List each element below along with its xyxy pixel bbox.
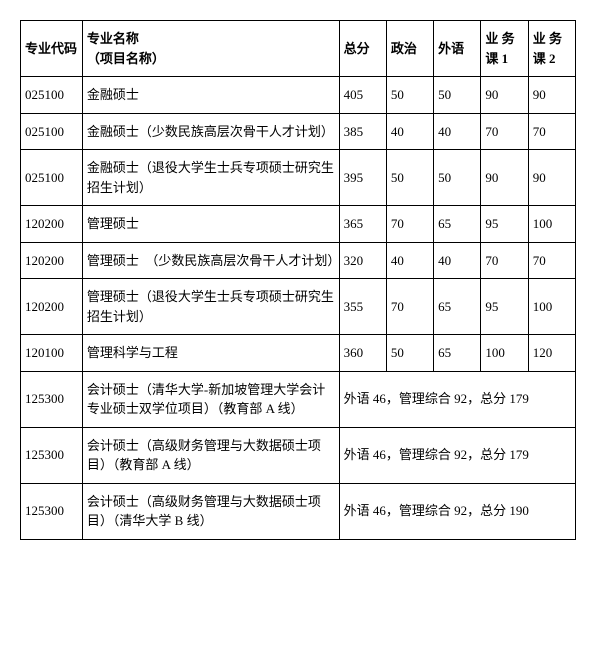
cell-foreign: 65: [434, 335, 481, 372]
header-course1-line2: 课 1: [485, 49, 523, 69]
cell-code: 025100: [21, 113, 83, 150]
header-course2-line1: 业 务: [533, 29, 571, 49]
cell-code: 025100: [21, 77, 83, 114]
cell-course2: 90: [528, 77, 575, 114]
cell-course1: 70: [481, 242, 528, 279]
cell-merged-scores: 外语 46，管理综合 92，总分 179: [339, 371, 575, 427]
header-code: 专业代码: [21, 21, 83, 77]
cell-course2: 120: [528, 335, 575, 372]
cell-politics: 40: [386, 242, 433, 279]
cell-foreign: 65: [434, 206, 481, 243]
cell-name: 管理硕士: [82, 206, 339, 243]
cell-code: 120200: [21, 242, 83, 279]
cell-name: 会计硕士（高级财务管理与大数据硕士项目）（清华大学 B 线）: [82, 483, 339, 539]
cell-foreign: 65: [434, 279, 481, 335]
table-row: 120100管理科学与工程3605065100120: [21, 335, 576, 372]
cell-code: 120200: [21, 279, 83, 335]
cell-name: 会计硕士（清华大学-新加坡管理大学会计专业硕士双学位项目）（教育部 A 线）: [82, 371, 339, 427]
table-row: 125300会计硕士（清华大学-新加坡管理大学会计专业硕士双学位项目）（教育部 …: [21, 371, 576, 427]
header-course1: 业 务 课 1: [481, 21, 528, 77]
header-name: 专业名称 （项目名称）: [82, 21, 339, 77]
cell-politics: 50: [386, 150, 433, 206]
score-table: 专业代码 专业名称 （项目名称） 总分 政治 外语 业 务 课 1 业 务 课 …: [20, 20, 576, 540]
table-row: 025100金融硕士40550509090: [21, 77, 576, 114]
cell-course1: 95: [481, 279, 528, 335]
cell-name: 金融硕士: [82, 77, 339, 114]
cell-course1: 95: [481, 206, 528, 243]
header-foreign: 外语: [434, 21, 481, 77]
table-body: 025100金融硕士40550509090025100金融硕士（少数民族高层次骨…: [21, 77, 576, 540]
cell-total: 320: [339, 242, 386, 279]
cell-code: 125300: [21, 483, 83, 539]
cell-code: 025100: [21, 150, 83, 206]
cell-total: 365: [339, 206, 386, 243]
cell-course1: 100: [481, 335, 528, 372]
header-politics: 政治: [386, 21, 433, 77]
cell-politics: 40: [386, 113, 433, 150]
cell-total: 360: [339, 335, 386, 372]
cell-merged-scores: 外语 46，管理综合 92，总分 179: [339, 427, 575, 483]
cell-name: 金融硕士（退役大学生士兵专项硕士研究生招生计划）: [82, 150, 339, 206]
cell-code: 120100: [21, 335, 83, 372]
cell-name: 管理硕士（退役大学生士兵专项硕士研究生招生计划）: [82, 279, 339, 335]
table-row: 125300会计硕士（高级财务管理与大数据硕士项目）（教育部 A 线）外语 46…: [21, 427, 576, 483]
cell-merged-scores: 外语 46，管理综合 92，总分 190: [339, 483, 575, 539]
table-header-row: 专业代码 专业名称 （项目名称） 总分 政治 外语 业 务 课 1 业 务 课 …: [21, 21, 576, 77]
cell-politics: 70: [386, 206, 433, 243]
table-row: 025100金融硕士（少数民族高层次骨干人才计划）38540407070: [21, 113, 576, 150]
header-course1-line1: 业 务: [485, 29, 523, 49]
header-course2: 业 务 课 2: [528, 21, 575, 77]
cell-total: 405: [339, 77, 386, 114]
cell-course1: 90: [481, 150, 528, 206]
cell-course1: 90: [481, 77, 528, 114]
cell-code: 125300: [21, 427, 83, 483]
cell-foreign: 50: [434, 77, 481, 114]
table-row: 120200管理硕士（退役大学生士兵专项硕士研究生招生计划）3557065951…: [21, 279, 576, 335]
header-course2-line2: 课 2: [533, 49, 571, 69]
cell-code: 120200: [21, 206, 83, 243]
cell-name: 会计硕士（高级财务管理与大数据硕士项目）（教育部 A 线）: [82, 427, 339, 483]
cell-course2: 90: [528, 150, 575, 206]
cell-course2: 100: [528, 279, 575, 335]
cell-politics: 50: [386, 335, 433, 372]
cell-name: 管理硕士 （少数民族高层次骨干人才计划）: [82, 242, 339, 279]
table-row: 025100金融硕士（退役大学生士兵专项硕士研究生招生计划）3955050909…: [21, 150, 576, 206]
cell-politics: 70: [386, 279, 433, 335]
cell-course2: 100: [528, 206, 575, 243]
table-row: 125300会计硕士（高级财务管理与大数据硕士项目）（清华大学 B 线）外语 4…: [21, 483, 576, 539]
header-name-line2: （项目名称）: [87, 49, 335, 69]
cell-foreign: 40: [434, 242, 481, 279]
cell-course2: 70: [528, 113, 575, 150]
cell-politics: 50: [386, 77, 433, 114]
table-row: 120200管理硕士 （少数民族高层次骨干人才计划）32040407070: [21, 242, 576, 279]
cell-course2: 70: [528, 242, 575, 279]
cell-total: 355: [339, 279, 386, 335]
header-total: 总分: [339, 21, 386, 77]
table-row: 120200管理硕士365706595100: [21, 206, 576, 243]
cell-course1: 70: [481, 113, 528, 150]
cell-name: 管理科学与工程: [82, 335, 339, 372]
header-name-line1: 专业名称: [87, 29, 335, 49]
cell-total: 385: [339, 113, 386, 150]
cell-code: 125300: [21, 371, 83, 427]
cell-total: 395: [339, 150, 386, 206]
cell-foreign: 40: [434, 113, 481, 150]
cell-foreign: 50: [434, 150, 481, 206]
cell-name: 金融硕士（少数民族高层次骨干人才计划）: [82, 113, 339, 150]
